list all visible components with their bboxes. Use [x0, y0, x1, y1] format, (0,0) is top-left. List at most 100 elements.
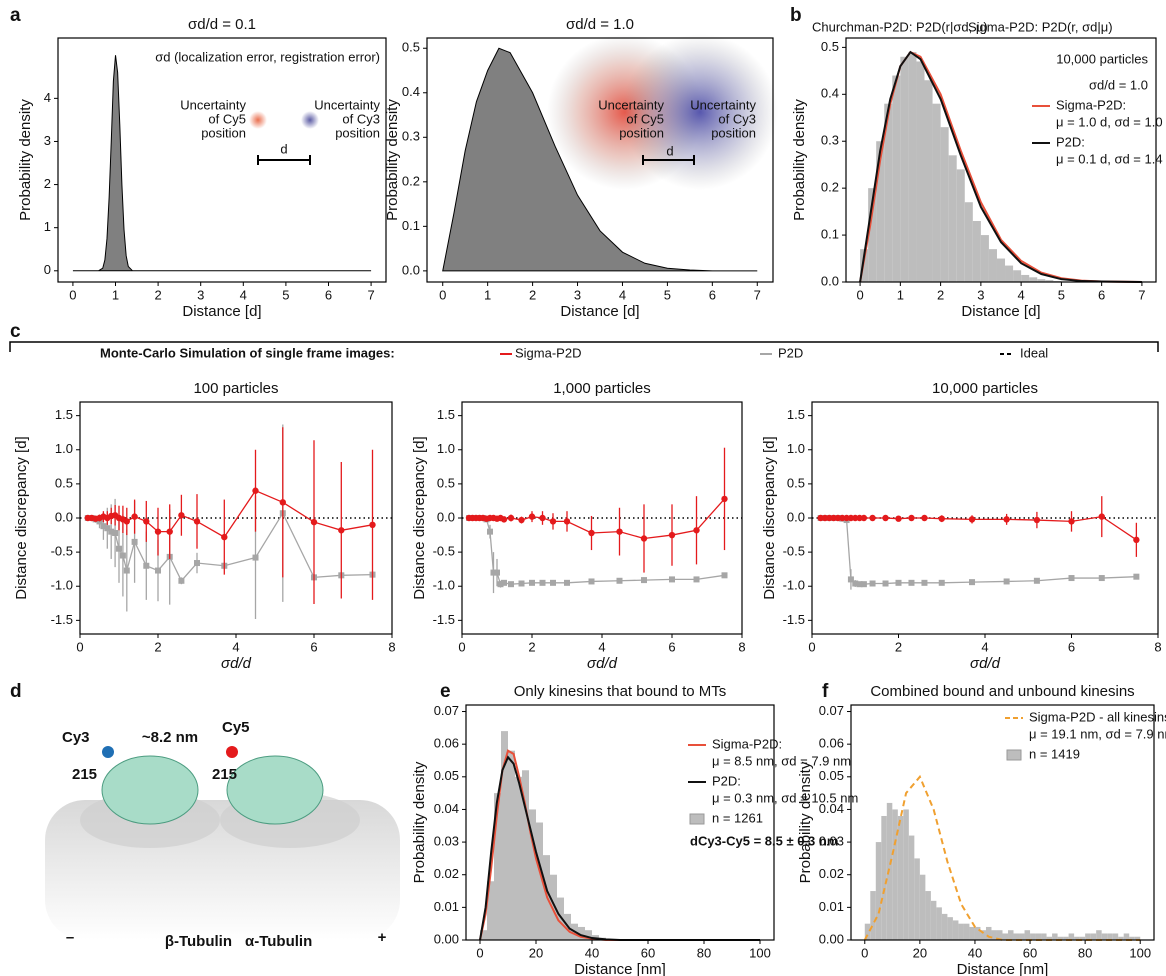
marker [131, 538, 138, 545]
histogram-bar [578, 926, 585, 940]
x-axis-label: Distance [d] [961, 303, 1040, 320]
panel-letter: a [10, 5, 21, 26]
histogram-bar [1013, 933, 1020, 940]
series-line [87, 489, 373, 538]
y-tick-label: -0.5 [783, 544, 805, 559]
series-line [820, 515, 1137, 541]
x-tick-label: 2 [154, 639, 161, 654]
x-tick-label: 2 [154, 287, 161, 302]
histogram-bar [508, 750, 515, 940]
y-tick-label: -0.5 [433, 544, 455, 559]
marker [507, 514, 515, 522]
histogram-bar [914, 858, 920, 940]
panel-letter: d [10, 681, 22, 702]
x-axis-label: Distance [d] [182, 303, 261, 320]
y-tick-label: -1.0 [783, 578, 805, 593]
histogram-bar [1045, 280, 1054, 282]
histogram-bar [1063, 936, 1069, 940]
annotation: σd (localization error, registration err… [155, 49, 380, 64]
x-tick-label: 0 [458, 639, 465, 654]
histogram-bar [1037, 279, 1046, 282]
y-tick-label: 0.05 [819, 768, 844, 783]
fit-line [863, 774, 1141, 941]
histogram-bar [925, 891, 931, 940]
fit-line [479, 755, 760, 941]
structure-label: + [378, 929, 387, 946]
x-tick-label: 5 [282, 287, 289, 302]
annotation: dCy3-Cy5 = 8.5 ± 0.3 nm [690, 833, 838, 848]
series-line [820, 517, 1137, 585]
chart-title: 10,000 particles [932, 380, 1038, 397]
marker [895, 515, 902, 522]
histogram-bar [1019, 933, 1025, 940]
marker [252, 554, 259, 561]
legend-label: P2D: [1056, 134, 1085, 149]
annotation: position [335, 125, 380, 140]
marker [178, 512, 185, 519]
legend-detail: μ = 8.5 nm, σd = 7.9 nm [712, 753, 851, 768]
x-tick-label: 8 [388, 639, 395, 654]
x-tick-label: 7 [1138, 287, 1145, 302]
marker [921, 514, 928, 522]
series-line [469, 517, 725, 586]
y-tick-label: 0.01 [434, 899, 459, 914]
histogram-bar [480, 930, 487, 940]
histogram-bar [1101, 933, 1108, 940]
x-tick-label: 8 [738, 639, 745, 654]
y-tick-label: 0.0 [55, 509, 73, 524]
x-tick-label: 5 [1058, 287, 1065, 302]
x-tick-label: 80 [1078, 945, 1092, 960]
marker [564, 579, 570, 586]
x-tick-label: 5 [664, 287, 671, 302]
y-tick-label: 0.5 [787, 475, 805, 490]
chart-title: 100 particles [193, 380, 278, 397]
y-tick-label: -0.5 [51, 544, 73, 559]
marker [693, 527, 700, 534]
structure-label: ~8.2 nm [142, 729, 198, 746]
legend-swatch [689, 813, 705, 825]
legend-detail: μ = 1.0 d, σd = 1.0 d [1056, 114, 1166, 129]
histogram-bar [980, 930, 986, 940]
y-tick-label: -1.5 [51, 612, 73, 627]
marker [143, 518, 150, 525]
y-tick-label: 0.1 [821, 227, 839, 242]
histogram-bar [860, 249, 869, 282]
histogram-bar [897, 815, 904, 940]
marker [1098, 575, 1105, 582]
y-tick-label: 0.0 [821, 273, 839, 288]
panel-letter: c [10, 321, 21, 342]
y-tick-label: 0.06 [819, 736, 844, 751]
annotation: σd/d = 1.0 [1089, 77, 1148, 92]
annotation: Uncertainty [690, 97, 756, 112]
y-tick-label: 0.3 [821, 133, 839, 148]
histogram-bar [1129, 936, 1135, 940]
y-tick-label: 1.5 [437, 407, 455, 422]
y-tick-label: 0.03 [434, 834, 459, 849]
legend-label: Ideal [1020, 345, 1048, 360]
x-tick-label: 20 [913, 945, 927, 960]
histogram-bar [903, 809, 909, 940]
histogram-bar [964, 202, 973, 282]
histogram-bar [956, 169, 965, 282]
chart-title: Combined bound and unbound kinesins [870, 683, 1134, 700]
marker [1033, 516, 1041, 524]
marker [518, 516, 525, 524]
histogram-bar [963, 923, 970, 940]
x-tick-label: 1 [484, 287, 491, 302]
histogram-bar [585, 930, 592, 940]
histogram-bar [958, 923, 964, 940]
histogram-bar [884, 103, 893, 282]
y-tick-label: 0.0 [437, 509, 455, 524]
histogram-bar [1134, 936, 1141, 940]
marker [869, 514, 876, 522]
annotation: Uncertainty [180, 97, 246, 112]
annotation: of Cy3 [718, 111, 756, 126]
marker [193, 518, 201, 525]
marker [1133, 536, 1140, 544]
cy3-blob [301, 111, 319, 129]
fit-line [859, 50, 1142, 283]
density-area [442, 47, 758, 272]
series-line [87, 511, 373, 582]
y-tick-label: 3 [44, 133, 51, 148]
histogram-bar [916, 61, 925, 282]
